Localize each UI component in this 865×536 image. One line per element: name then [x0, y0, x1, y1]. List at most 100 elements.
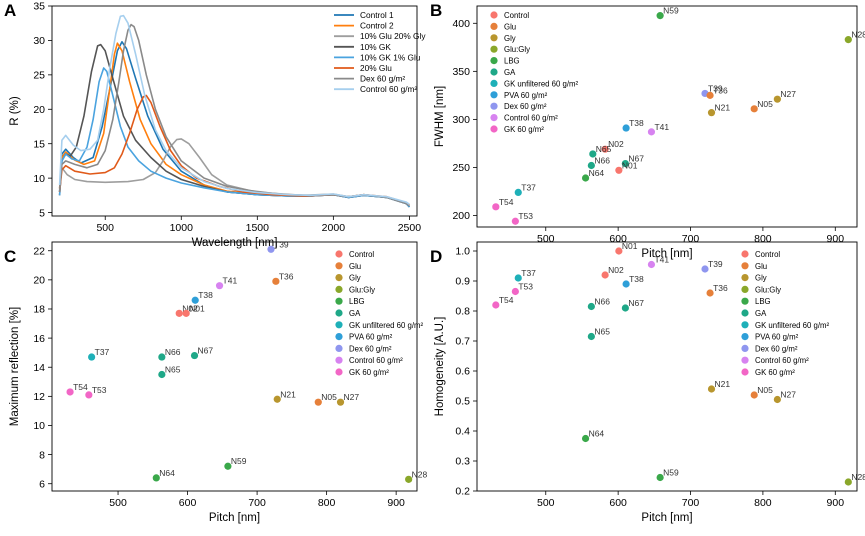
x-tick-label: 500 — [96, 222, 114, 234]
scatter-point — [750, 391, 758, 399]
legend-label: Control — [504, 11, 529, 20]
legend-marker — [490, 34, 498, 42]
x-tick-label: 700 — [682, 233, 700, 245]
point-label: N27 — [344, 392, 360, 402]
y-axis-label: R (%) — [9, 96, 21, 126]
y-axis-label: FWHM [nm] — [434, 86, 446, 147]
legend-label: PVA 60 g/m² — [755, 333, 799, 342]
legend-marker — [490, 11, 498, 19]
scatter-point — [514, 274, 522, 282]
legend-marker — [741, 368, 749, 376]
x-tick-label: 800 — [318, 497, 336, 509]
y-tick-label: 0.7 — [455, 336, 470, 348]
legend-label: Control 1 — [360, 10, 394, 20]
legend-marker — [490, 45, 498, 53]
scatter-point — [647, 128, 656, 136]
scatter-point — [615, 247, 623, 255]
legend-marker — [335, 333, 343, 341]
panel-a: A 500 1000 1500 2000 2500 5 10 15 20 25 30 35 Wavelen… — [4, 1, 426, 249]
point-label: N67 — [198, 346, 214, 356]
legend-marker — [335, 309, 343, 317]
scatter-point — [267, 245, 275, 253]
scatter-point — [706, 91, 714, 99]
scatter-point — [773, 95, 781, 103]
legend: Control Glu Gly Glu:Gly LBG GA GK unfiltered 6… — [741, 250, 830, 377]
scatter-point — [272, 277, 280, 285]
point-label: N21 — [715, 379, 731, 389]
scatter-point — [158, 353, 166, 361]
point-label: N21 — [280, 389, 296, 399]
scatter-point — [656, 12, 664, 20]
y-tick-label: 35 — [33, 1, 45, 13]
x-tick-label: 900 — [827, 233, 845, 245]
scatter-point — [511, 217, 519, 225]
y-tick-label: 0.5 — [455, 396, 470, 408]
legend-marker — [335, 250, 343, 258]
legend-label: GK unfiltered 60 g/m² — [504, 79, 579, 88]
y-tick-label: 350 — [452, 66, 470, 78]
y-tick-label: 1.0 — [455, 246, 470, 258]
legend-marker — [335, 321, 343, 329]
point-label: N65 — [594, 327, 610, 337]
y-tick-label: 0.4 — [455, 426, 470, 438]
x-tick-label: 900 — [387, 497, 405, 509]
legend-label: Control 60 g/m² — [360, 84, 417, 94]
y-tick-label: 25 — [33, 70, 45, 82]
point-label: T54 — [499, 197, 514, 207]
legend-marker — [741, 297, 749, 305]
legend-marker — [490, 57, 498, 65]
scatter-point — [622, 280, 630, 288]
legend-marker — [335, 297, 343, 305]
legend-marker — [335, 274, 343, 282]
y-tick-label: 0.8 — [455, 306, 470, 318]
point-label: N01 — [622, 241, 638, 251]
legend-label: Gly — [755, 274, 767, 283]
point-label: N27 — [780, 89, 796, 99]
scatter-point — [587, 302, 595, 311]
scatter-point — [224, 462, 232, 470]
legend-marker — [741, 333, 749, 341]
scatter-point — [656, 473, 664, 482]
legend-label: Control — [755, 250, 780, 259]
x-axis-label: Pitch [nm] — [641, 248, 692, 260]
x-tick-label: 700 — [248, 497, 266, 509]
legend-label: Control 60 g/m² — [504, 114, 558, 123]
x-tick-label: 1000 — [170, 222, 194, 234]
legend-label: GA — [349, 309, 361, 318]
point-label: T36 — [713, 283, 728, 293]
legend-label: Glu — [504, 22, 516, 31]
y-axis-label: Homogeneity [A.U.] — [434, 317, 446, 417]
point-label: T38 — [629, 274, 644, 284]
scatter-point — [492, 203, 500, 211]
panel-letter: B — [430, 1, 442, 20]
panel-letter: A — [4, 1, 16, 20]
scatter-point — [273, 395, 281, 403]
legend-label: Gly — [504, 34, 516, 43]
point-label: T37 — [95, 347, 110, 357]
x-tick-label: 600 — [609, 497, 627, 509]
point-label: N59 — [663, 468, 679, 478]
x-tick-label: 2000 — [322, 222, 346, 234]
scatter-point — [707, 109, 716, 117]
scatter-point — [844, 478, 852, 486]
y-tick-label: 16 — [33, 333, 45, 345]
legend-marker — [335, 262, 343, 270]
legend-label: LBG — [504, 57, 520, 66]
legend-label: 10% GK — [360, 42, 391, 52]
legend-marker — [490, 125, 498, 133]
point-label: T38 — [629, 118, 644, 128]
legend-label: GK unfiltered 60 g/m² — [349, 321, 424, 330]
legend-label: GK 60 g/m² — [755, 368, 795, 377]
y-tick-label: 0.6 — [455, 366, 470, 378]
x-tick-label: 500 — [537, 233, 555, 245]
scatter-point — [336, 398, 345, 406]
legend-label: 10% Glu 20% Gly — [360, 31, 426, 41]
scatter-point — [587, 332, 595, 341]
panel-letter: C — [4, 247, 16, 266]
point-label: T39 — [708, 83, 723, 93]
legend-marker — [335, 344, 343, 352]
point-label: N28 — [412, 469, 428, 479]
y-tick-label: 20 — [33, 275, 45, 287]
